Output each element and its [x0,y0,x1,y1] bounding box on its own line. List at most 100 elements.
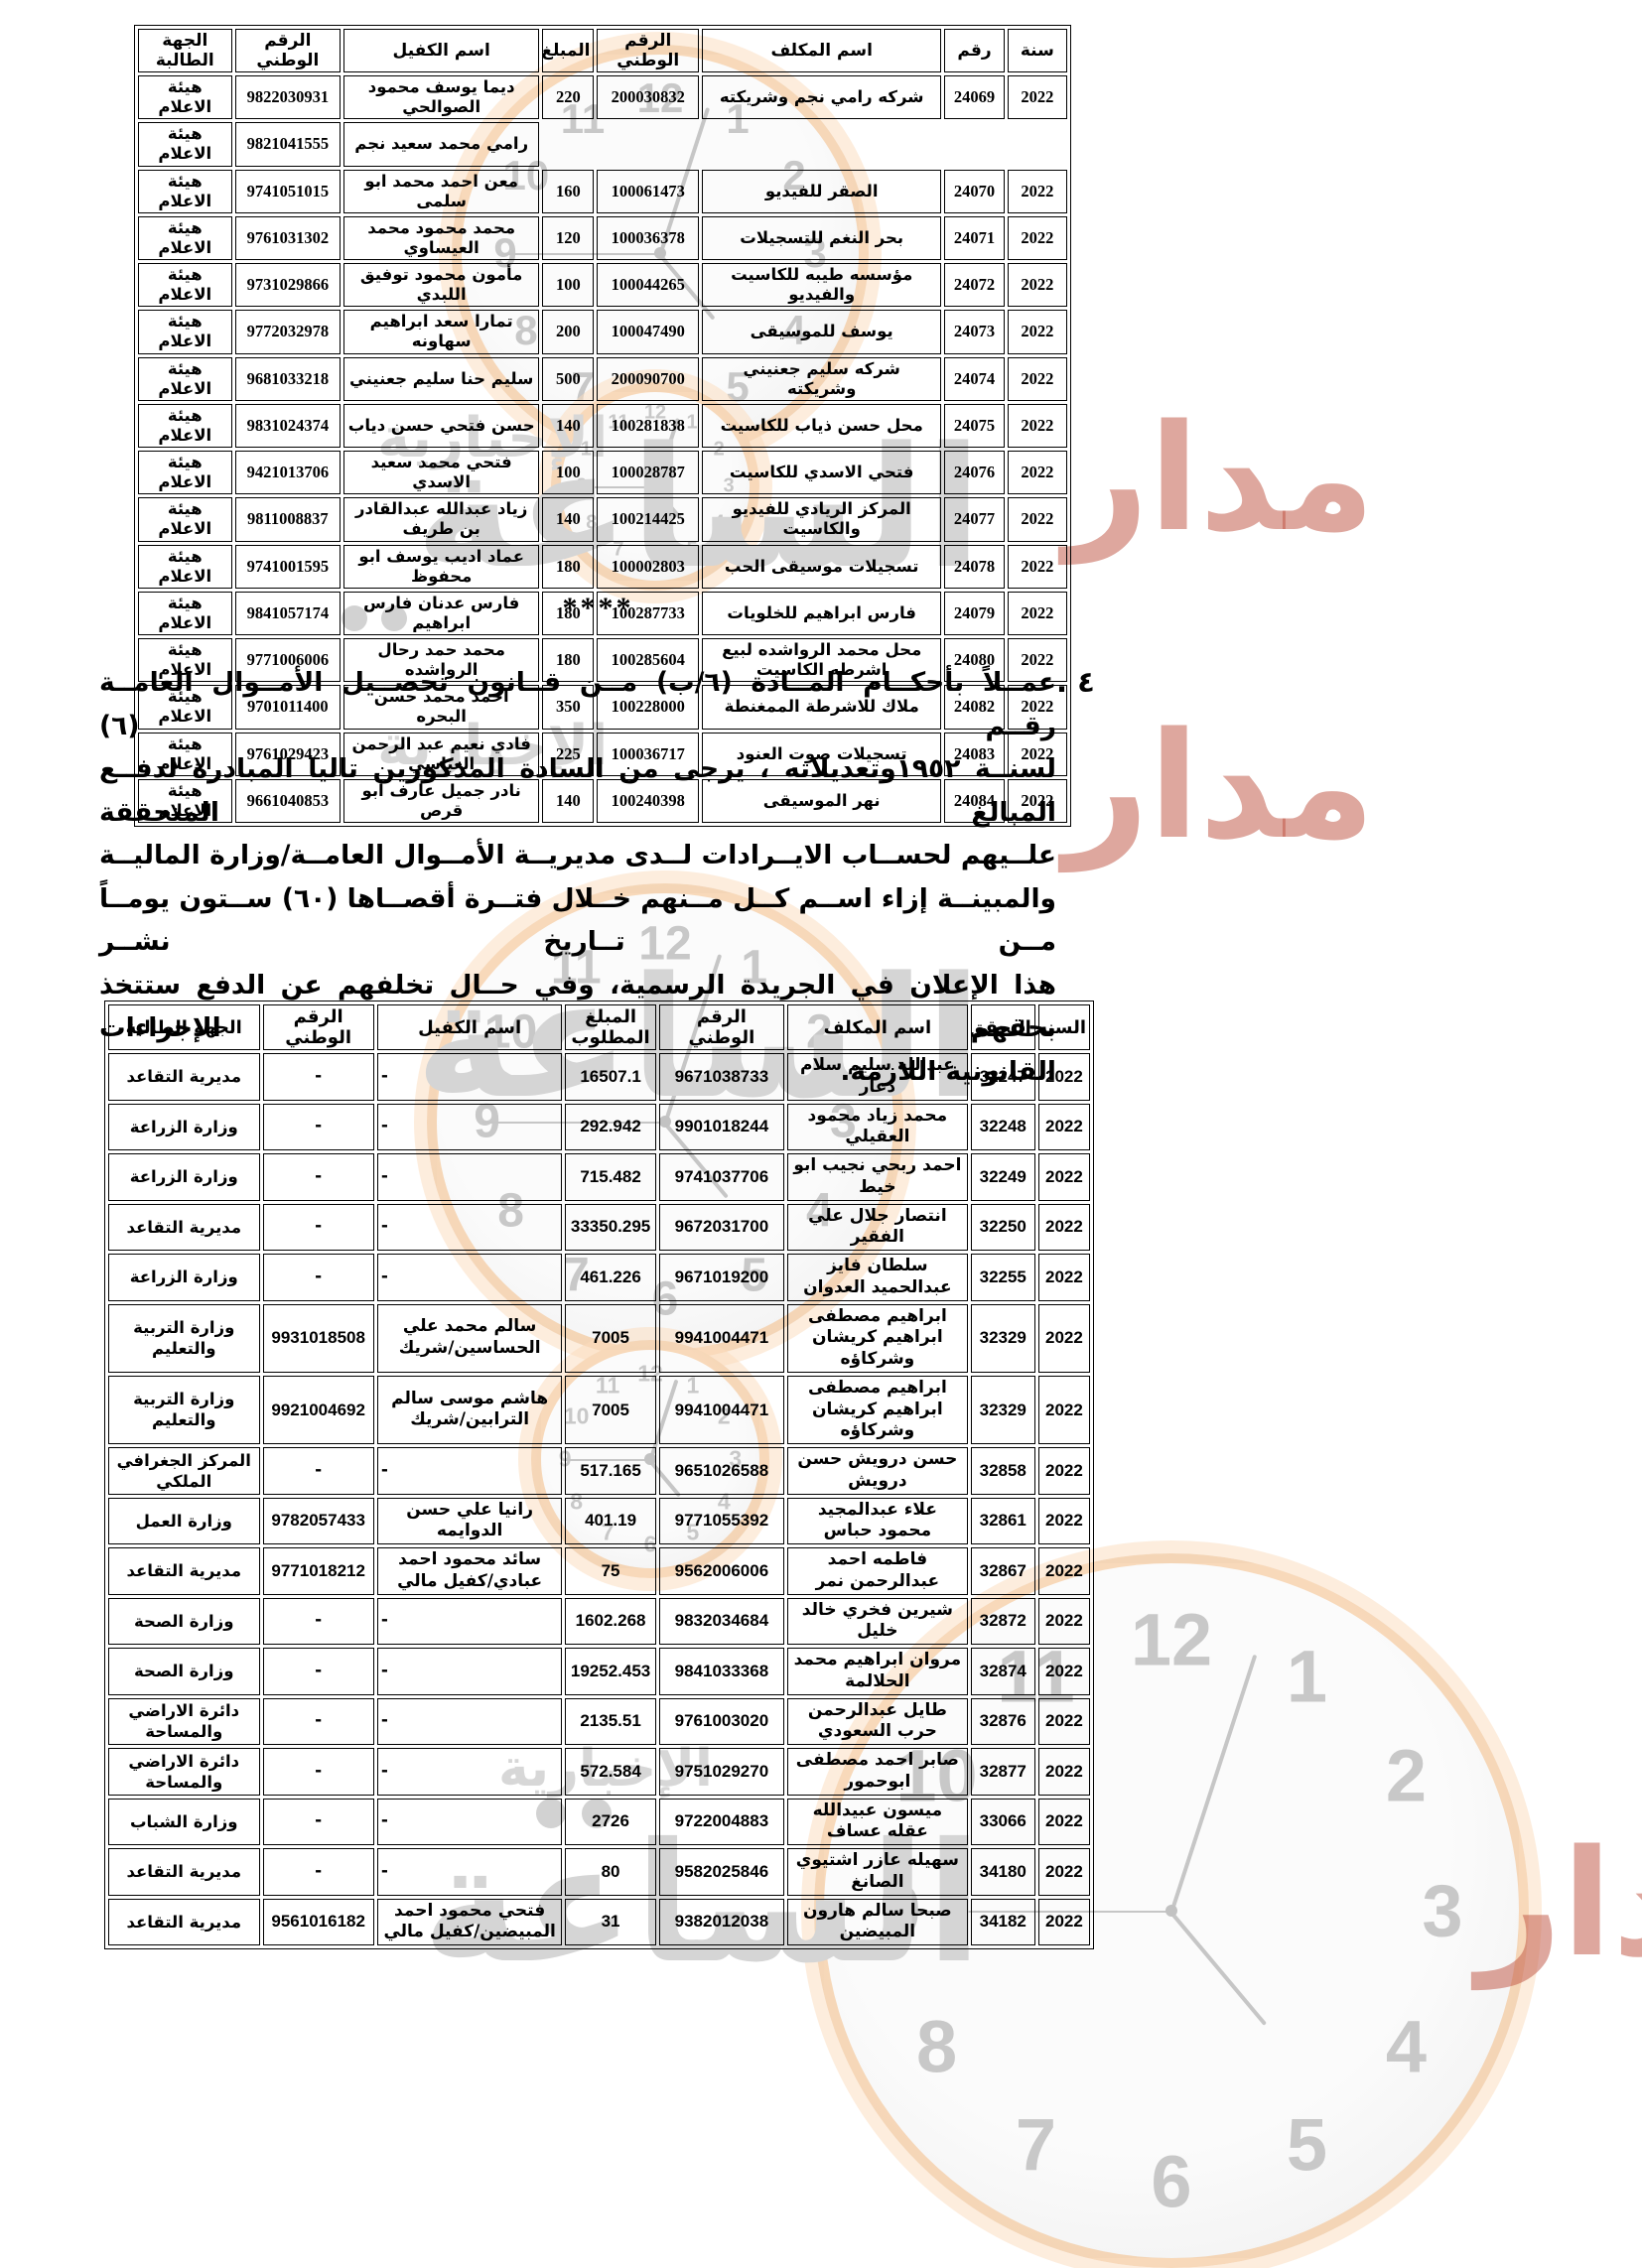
cell-guarantor_id: 9561016182 [262,1898,374,1945]
column-header: السنه [1037,1004,1090,1050]
cell-guarantor_id: - [262,1848,374,1896]
cell-entity: دائرة الاراضي والمساحة [108,1697,260,1745]
clock-numeral: 7 [1015,2103,1057,2187]
cell-amount: 80 [565,1848,656,1896]
cell-tax_id: 100002803 [597,544,700,589]
cell-guarantor: رانيا علي حسن الدوايمه [376,1497,563,1544]
cell-tax_id: 100036378 [597,215,700,260]
cell-year: 2022 [1007,215,1067,260]
cell-guarantor_id: 9761031302 [234,215,342,260]
cell-entity: مديرية التقاعد [108,1848,260,1896]
watermark-brand-madar: مدار [1064,393,1376,564]
cell-guarantor_id: 9921004692 [262,1375,374,1444]
clock-numeral: 12 [1130,1598,1213,1681]
cell-entity: هيئة الاعلام [138,310,232,354]
column-header: اسم المكلف [787,1004,968,1050]
cell-year: 2022 [1037,1648,1090,1695]
column-header: التحقق [970,1004,1035,1050]
table-row: 2022 32858 حسن درويش حسن درويش 9651026588 51… [108,1447,1090,1495]
cell-amount: 572.584 [565,1748,656,1796]
cell-guarantor_id: - [262,1103,374,1150]
column-header: الرقم الوطني [262,1004,374,1050]
cell-guarantor: - [376,1153,563,1201]
cell-no: 24084 [944,778,1005,823]
cell-tax_id: 100285604 [597,638,700,683]
cell-amount: 140 [542,778,595,823]
cell-amount: 33350.295 [565,1203,656,1251]
clock-numeral: 8 [915,2005,958,2087]
cell-year: 2022 [1037,1447,1090,1495]
cell-guarantor_id: - [262,1697,374,1745]
cell-tax_id: 100028787 [597,451,700,495]
cell-entity: هيئة الاعلام [138,75,232,120]
cell-year: 2022 [1037,1497,1090,1544]
cell-guarantor: سالم محمد علي الحساسين/شريك [376,1303,563,1373]
cell-guarantor_id: 9741001595 [234,544,342,589]
cell-year [1008,122,1067,166]
cell-tax_id: 9582025846 [658,1848,785,1896]
cell-amount: 1602.268 [565,1597,656,1645]
clock-hand [1169,1654,1258,1914]
cell-tax_id: 100287733 [597,591,700,635]
table-row: رامي محمد سعيد نجم 9821041555 هيئة الاعلام [138,122,1067,167]
cell-check: 32250 [970,1203,1035,1251]
clock-numeral: 6 [1151,2140,1192,2223]
cell-guarantor: - [376,1697,563,1745]
cell-check: 34182 [970,1898,1035,1945]
cell-entity: مديرية التقاعد [108,1898,260,1945]
cell-amount: 180 [542,638,595,683]
cell-entity: مديرية التقاعد [108,1203,260,1251]
table-row: 2022 24082 ملاك للاشرطة الممغنطة 100228000 3… [138,685,1067,730]
cell-year: 2022 [1037,1053,1090,1101]
cell-no: 24075 [944,403,1005,448]
cell-no: 24074 [944,356,1005,401]
cell-taxpayer: سلطان فايز عبدالحميد العدوان [787,1254,968,1301]
cell-tax_id: 100228000 [597,685,700,730]
cell-entity: هيئة الاعلام [138,591,232,635]
cell-year: 2022 [1037,1798,1090,1845]
cell-tax_id: 100061473 [597,169,700,213]
cell-taxpayer: فتحي الاسدي للكاسيت [702,451,942,495]
cell-guarantor: حسن فتحي حسن دياب [343,403,540,448]
cell-year: 2022 [1007,732,1067,776]
cell-taxpayer [702,122,941,166]
table-row: 2022 24069 شركه رامي نجم وشريكته 200030832 2… [138,75,1067,120]
clause-number: ٤ . [1056,665,1095,699]
cell-guarantor: مأمون محمود توفيق اللبدي [343,263,540,308]
cell-guarantor_id: - [262,1254,374,1301]
cell-year: 2022 [1037,1898,1090,1945]
cell-entity: وزارة الزراعة [108,1254,260,1301]
watermark-brand-madar: مدار [1064,701,1376,871]
cell-guarantor_id: 9772032978 [234,310,342,354]
cell-no: 24069 [944,75,1005,120]
cell-guarantor: - [376,1798,563,1845]
cell-amount: 100 [542,263,595,308]
cell-amount: 19252.453 [565,1648,656,1695]
cell-check: 33066 [970,1798,1035,1845]
cell-amount: 140 [542,497,595,542]
cell-entity: هيئة الاعلام [138,169,232,213]
cell-year: 2022 [1037,1848,1090,1896]
cell-guarantor: - [376,1748,563,1796]
cell-amount: 180 [542,591,595,635]
cell-guarantor: - [376,1053,563,1101]
cell-amount: 715.482 [565,1153,656,1201]
cell-no: 24079 [944,591,1005,635]
cell-entity: مديرية التقاعد [108,1547,260,1595]
cell-taxpayer: احمد ربحي نجيب ابو خيط [787,1153,968,1201]
cell-taxpayer: حسن درويش حسن درويش [787,1447,968,1495]
cell-guarantor_id: 9822030931 [234,75,342,120]
cell-entity: وزارة التربية والتعليم [108,1375,260,1444]
table-row: 2022 24071 بحر النغم للتسجيلات 100036378 120… [138,215,1067,260]
cell-year: 2022 [1037,1203,1090,1251]
cell-guarantor_id: 9701011400 [234,685,342,730]
cell-taxpayer: مؤسسه طيبه للكاسيت والفيديو [702,263,942,308]
table-row: 2022 32329 ابراهيم مصطفى ابراهيم كريشان وش… [108,1303,1090,1373]
table-row: 2022 34182 صبحا سالم هارون المبيضين 9382012… [108,1898,1090,1945]
cell-guarantor: سليم حنا سليم جعنيني [343,356,540,401]
cell-taxpayer: ابراهيم مصطفى ابراهيم كريشان وشركاؤه [787,1375,968,1444]
cell-guarantor_id: 9731029866 [234,263,342,308]
cell-check: 32255 [970,1254,1035,1301]
column-header: سنة [1007,29,1067,72]
cell-tax_id: 100240398 [597,778,700,823]
